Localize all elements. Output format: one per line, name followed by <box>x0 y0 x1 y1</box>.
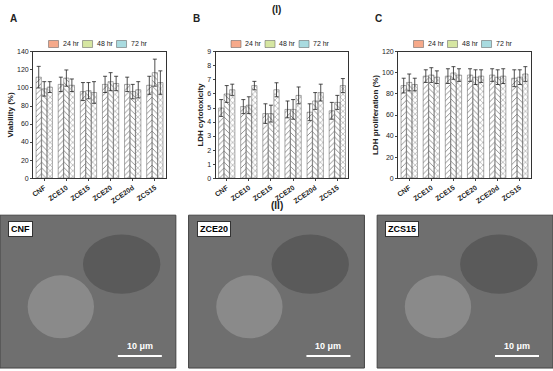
svg-text:CNF: CNF <box>214 184 230 198</box>
svg-text:A: A <box>10 13 17 24</box>
svg-text:(II): (II) <box>271 200 283 211</box>
svg-text:10 μm: 10 μm <box>504 341 530 351</box>
svg-text:100: 100 <box>382 69 394 76</box>
svg-text:CNF: CNF <box>31 184 47 198</box>
svg-text:ZCE10: ZCE10 <box>412 184 434 202</box>
svg-text:20: 20 <box>386 154 394 161</box>
svg-text:ZCE10: ZCE10 <box>47 184 69 202</box>
svg-text:140: 140 <box>17 48 29 55</box>
svg-text:ZCE10: ZCE10 <box>230 184 252 202</box>
svg-text:LDH cytotoxicity: LDH cytotoxicity <box>196 83 205 147</box>
svg-text:C: C <box>375 13 382 24</box>
svg-text:40: 40 <box>21 138 29 145</box>
svg-text:48 hr: 48 hr <box>462 40 479 47</box>
svg-text:24 hr: 24 hr <box>245 40 262 47</box>
svg-text:72 hr: 72 hr <box>131 40 148 47</box>
svg-text:LDH proliferation (%): LDH proliferation (%) <box>371 75 380 155</box>
svg-text:80: 80 <box>21 102 29 109</box>
svg-text:Viability (%): Viability (%) <box>6 92 15 138</box>
svg-text:ZCS15: ZCS15 <box>388 224 416 234</box>
svg-text:100: 100 <box>17 84 29 91</box>
svg-text:120: 120 <box>382 48 394 55</box>
svg-text:ZCE15: ZCE15 <box>434 184 456 202</box>
svg-text:CNF: CNF <box>396 184 412 198</box>
svg-text:ZCE20: ZCE20 <box>91 184 113 202</box>
svg-text:CNF: CNF <box>11 224 30 234</box>
svg-text:B: B <box>193 13 200 24</box>
svg-text:5: 5 <box>207 104 211 111</box>
svg-text:60: 60 <box>386 111 394 118</box>
svg-text:48 hr: 48 hr <box>279 40 296 47</box>
svg-text:ZCS15: ZCS15 <box>318 184 340 202</box>
svg-text:72 hr: 72 hr <box>313 40 330 47</box>
svg-text:72 hr: 72 hr <box>496 40 513 47</box>
svg-text:ZCE20: ZCE20 <box>274 184 296 202</box>
svg-text:10 μm: 10 μm <box>315 341 341 351</box>
svg-text:0: 0 <box>390 175 394 182</box>
svg-text:ZCE20d: ZCE20d <box>110 184 135 205</box>
svg-text:48 hr: 48 hr <box>97 40 114 47</box>
svg-text:24 hr: 24 hr <box>428 40 445 47</box>
svg-text:ZCE20: ZCE20 <box>456 184 478 202</box>
svg-text:3: 3 <box>207 132 211 139</box>
svg-text:8: 8 <box>207 62 211 69</box>
svg-text:ZCE15: ZCE15 <box>69 184 91 202</box>
svg-text:(I): (I) <box>272 4 281 15</box>
svg-text:80: 80 <box>386 90 394 97</box>
svg-text:6: 6 <box>207 90 211 97</box>
svg-text:40: 40 <box>386 132 394 139</box>
svg-text:24 hr: 24 hr <box>63 40 80 47</box>
svg-text:1: 1 <box>207 161 211 168</box>
svg-text:60: 60 <box>21 120 29 127</box>
svg-text:4: 4 <box>207 118 211 125</box>
svg-text:120: 120 <box>17 66 29 73</box>
svg-text:ZCE20d: ZCE20d <box>475 184 500 205</box>
svg-text:2: 2 <box>207 147 211 154</box>
svg-text:7: 7 <box>207 76 211 83</box>
svg-text:ZCS15: ZCS15 <box>136 184 158 202</box>
svg-text:0: 0 <box>25 175 29 182</box>
svg-text:20: 20 <box>21 157 29 164</box>
svg-text:9: 9 <box>207 48 211 55</box>
svg-text:0: 0 <box>207 175 211 182</box>
svg-text:ZCE15: ZCE15 <box>252 184 274 202</box>
svg-text:10 μm: 10 μm <box>127 341 153 351</box>
svg-text:ZCE20d: ZCE20d <box>292 184 317 205</box>
svg-text:ZCS15: ZCS15 <box>501 184 523 202</box>
svg-text:ZCE20: ZCE20 <box>200 224 228 234</box>
